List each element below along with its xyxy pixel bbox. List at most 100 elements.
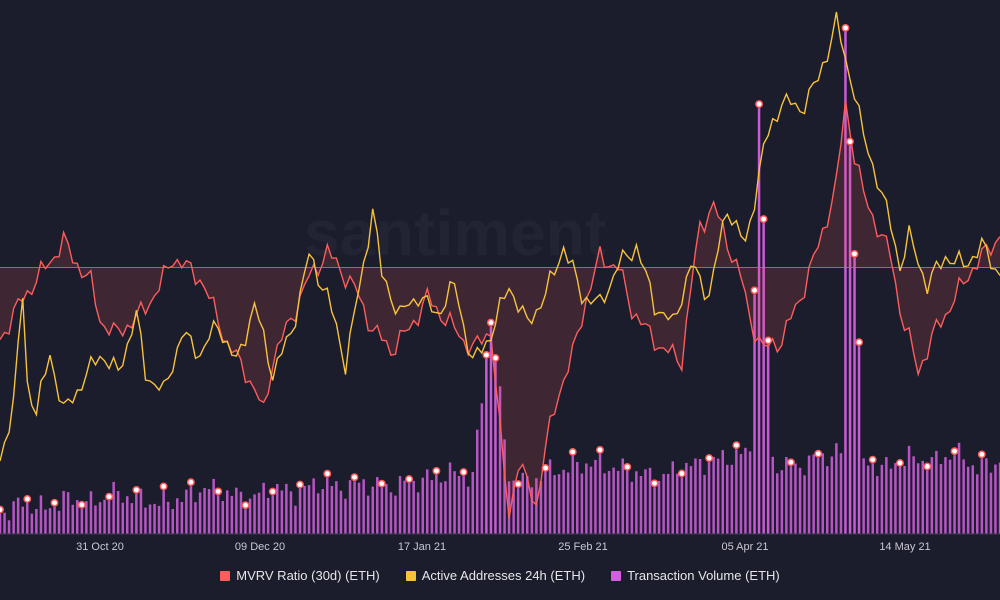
tx-volume-bar: [30, 513, 34, 534]
tx-volume-bar: [539, 481, 543, 534]
tx-volume-bar: [603, 473, 606, 534]
tx-volume-bar: [880, 464, 884, 534]
tx-volume-bar: [694, 458, 697, 534]
tx-volume-bar: [398, 476, 402, 534]
tx-volume-bar: [385, 484, 388, 534]
x-tick-label: 05 Apr 21: [721, 541, 768, 553]
tx-volume-bar: [126, 496, 129, 534]
tx-volume-bar: [421, 477, 424, 534]
tx-volume-bar: [716, 458, 720, 534]
volume-peak-marker: [432, 466, 441, 475]
tx-volume-bar: [139, 488, 143, 534]
tx-volume-bar: [876, 476, 879, 534]
tx-volume-bar: [235, 487, 238, 534]
volume-peak-marker: [77, 500, 86, 509]
tx-volume-bar: [553, 475, 556, 534]
tx-volume-bar: [730, 464, 734, 534]
tx-volume-bar: [712, 456, 715, 534]
x-tick-label: 31 Oct 20: [76, 541, 124, 553]
tx-volume-bar: [289, 491, 293, 534]
tx-volume-bar: [748, 451, 752, 534]
volume-peak-marker: [323, 469, 332, 478]
tx-volume-bar: [526, 476, 529, 534]
tx-volume-bar: [885, 457, 888, 534]
tx-volume-bar: [971, 465, 974, 534]
tx-volume-bar: [416, 492, 420, 534]
legend-item-mvrv[interactable]: MVRV Ratio (30d) (ETH): [220, 568, 380, 583]
chart-legend: MVRV Ratio (30d) (ETH) Active Addresses …: [0, 568, 1000, 583]
volume-peak-marker: [814, 449, 823, 458]
tx-volume-bar: [771, 456, 774, 534]
tx-volume-bar: [153, 503, 156, 534]
tx-volume-bar: [298, 488, 302, 534]
legend-item-transaction-volume[interactable]: Transaction Volume (ETH): [611, 568, 780, 583]
volume-peak-marker: [846, 137, 854, 146]
tx-volume-bar: [585, 463, 588, 534]
tx-volume-bar: [466, 486, 470, 534]
tx-volume-bar: [903, 465, 906, 534]
tx-volume-bar: [335, 481, 338, 534]
tx-volume-bar: [598, 453, 602, 534]
tx-volume-bar: [866, 465, 870, 534]
volume-peak-marker: [268, 487, 277, 496]
tx-volume-bar: [457, 476, 461, 534]
tx-volume-bar: [703, 474, 706, 534]
volume-peak-marker: [677, 469, 686, 478]
volume-peak-marker: [241, 501, 250, 510]
tx-volume-bar: [266, 497, 270, 534]
tx-volume-bar: [685, 462, 688, 534]
tx-volume-bar: [248, 498, 252, 534]
tx-volume-bar: [985, 458, 988, 534]
tx-volume-bar: [907, 445, 911, 534]
tx-volume-bar: [344, 498, 347, 534]
tx-volume-bar: [176, 498, 179, 534]
tx-volume-bar: [962, 459, 965, 534]
tx-volume-bar: [485, 358, 488, 534]
tx-volume-bar: [376, 477, 379, 534]
tx-volume-bar: [844, 31, 847, 535]
tx-volume-bar: [957, 442, 961, 534]
tx-volume-bar: [630, 481, 634, 534]
x-tick-label: 09 Dec 20: [235, 541, 285, 553]
tx-volume-bar: [180, 502, 184, 534]
tx-volume-bar: [62, 491, 65, 534]
tx-volume-bar: [80, 508, 84, 534]
tx-volume-bar: [112, 481, 115, 534]
tx-volume-bar: [966, 466, 970, 534]
tx-volume-bar: [930, 457, 934, 534]
volume-peak-marker: [405, 475, 414, 484]
tx-volume-bar: [707, 462, 711, 534]
volume-peak-marker: [514, 480, 523, 489]
tx-volume-bar: [776, 473, 779, 534]
volume-peak-marker: [105, 492, 114, 501]
tx-volume-bar: [735, 449, 738, 534]
tx-volume-bar: [276, 484, 279, 534]
tx-volume-bar: [853, 257, 856, 534]
tx-volume-bar: [889, 468, 893, 534]
tx-volume-bar: [480, 403, 484, 534]
tx-volume-bar: [353, 481, 356, 534]
volume-peak-marker: [214, 487, 223, 496]
tx-volume-bar: [3, 512, 6, 534]
tx-volume-bar: [657, 480, 661, 534]
tx-volume-bar: [935, 450, 938, 534]
tx-volume-bar: [857, 346, 861, 534]
tx-volume-bar: [994, 464, 997, 534]
tx-volume-bar: [39, 495, 43, 534]
mvrv-series: [0, 100, 1000, 519]
x-axis: 31 Oct 20 09 Dec 20 17 Jan 21 25 Feb 21 05 A…: [0, 533, 1000, 553]
tx-volume-bar: [316, 493, 320, 534]
tx-volume-bar: [412, 480, 415, 534]
tx-volume-bar: [35, 509, 38, 534]
tx-volume-bar: [576, 462, 579, 534]
volume-peak-marker: [50, 498, 59, 507]
tx-volume-bar: [226, 490, 229, 534]
tx-volume-bar: [448, 462, 452, 534]
tx-volume-bar: [830, 456, 834, 534]
tx-volume-bar: [148, 504, 152, 534]
tx-volume-bar: [521, 472, 524, 534]
tx-volume-bar: [680, 477, 684, 534]
tx-volume-bar: [835, 443, 838, 534]
tx-volume-bar: [689, 466, 693, 534]
legend-item-active-addresses[interactable]: Active Addresses 24h (ETH): [405, 568, 585, 583]
